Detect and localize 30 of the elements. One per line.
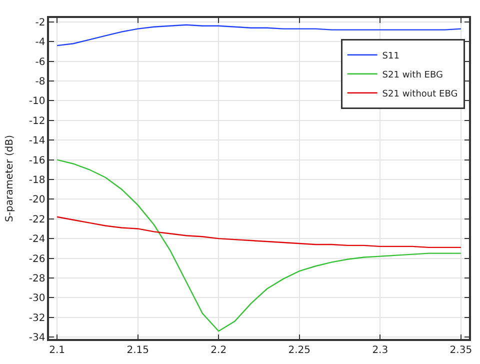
x-tick-label: 2.3 [372,344,388,356]
y-tick-label: -14 [28,136,46,147]
x-tick-label: 2.25 [288,344,311,356]
y-tick-label: -4 [35,37,46,48]
y-tick-label: -18 [28,174,46,186]
y-tick-label: -34 [28,332,46,344]
line-series [56,216,462,248]
line-series [56,24,462,46]
y-tick-label: -2 [35,17,46,28]
legend-label: S21 without EBG [382,89,458,100]
legend-label: S11 [382,51,400,62]
y-axis-title: S-parameter (dB) [4,134,16,222]
y-tick-label: -32 [28,312,46,324]
x-tick-label: 2.15 [126,344,149,356]
y-tick-label: -10 [28,96,46,108]
y-tick-label: -24 [28,234,46,246]
y-tick-label: -8 [35,76,46,88]
x-tick-label: 2.1 [49,344,66,356]
y-tick-label: -26 [28,254,46,265]
y-tick-label: -22 [28,214,46,226]
y-tick-label: -6 [35,56,46,68]
x-tick-label: 2.35 [450,344,472,356]
y-tick-label: -16 [28,155,46,166]
y-tick-label: -12 [28,116,46,127]
y-tick-label: -20 [28,194,46,206]
legend-label: S21 with EBG [382,70,443,80]
line-series [56,159,462,332]
x-tick-label: 2.2 [210,344,227,356]
y-tick-label: -28 [28,273,46,284]
y-tick-label: -30 [28,293,46,304]
